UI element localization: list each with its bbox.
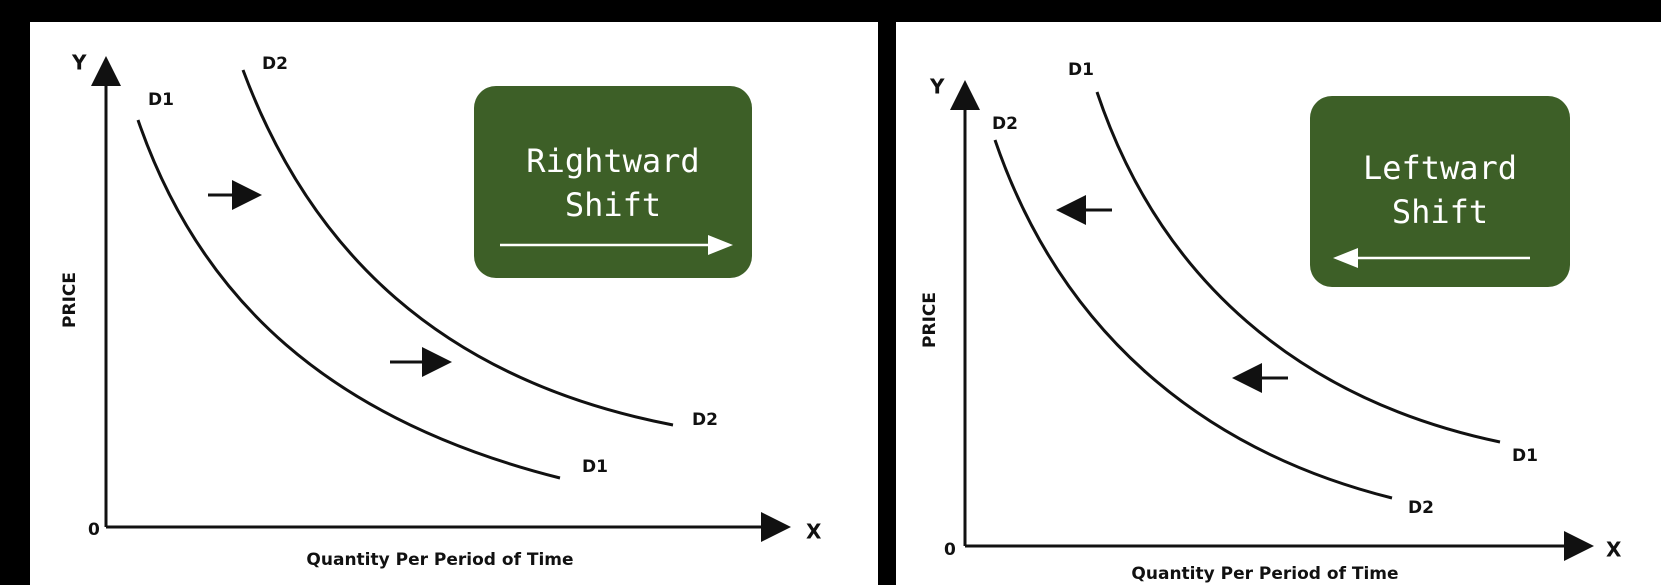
x-axis-label: X: [1606, 538, 1622, 562]
panel-leftward: Y X 0 PRICE Quantity Per Period of Time …: [896, 22, 1661, 585]
origin-label: 0: [88, 520, 100, 540]
origin-label: 0: [944, 540, 956, 560]
shift-box: [1310, 96, 1570, 287]
curve-label: D2: [262, 54, 288, 74]
curve-label: D2: [692, 410, 718, 430]
shift-box: [474, 86, 752, 278]
curve-label: D1: [148, 90, 174, 110]
price-label: PRICE: [60, 272, 80, 328]
quantity-label: Quantity Per Period of Time: [1131, 564, 1398, 584]
panel-rightward: Y X 0 PRICE Quantity Per Period of Time …: [30, 22, 878, 585]
box-text: Rightward: [526, 142, 699, 180]
quantity-label: Quantity Per Period of Time: [306, 550, 573, 570]
curve-label: D1: [1512, 446, 1538, 466]
curve-d2: [241, 69, 674, 427]
curve-label: D2: [992, 114, 1018, 134]
curve-label: D2: [1408, 498, 1434, 518]
y-axis-label: Y: [71, 51, 87, 75]
box-text: Leftward: [1363, 149, 1517, 187]
box-text: Shift: [1392, 193, 1488, 231]
x-axis-label: X: [806, 520, 822, 544]
curve-label: D1: [1068, 60, 1094, 80]
curve-d1: [136, 119, 561, 480]
curve-label: D1: [582, 457, 608, 477]
y-axis-label: Y: [929, 75, 945, 99]
curve-d2: [993, 139, 1393, 500]
box-text: Shift: [565, 186, 661, 224]
curve-d1: [1095, 91, 1501, 444]
price-label: PRICE: [920, 292, 940, 348]
